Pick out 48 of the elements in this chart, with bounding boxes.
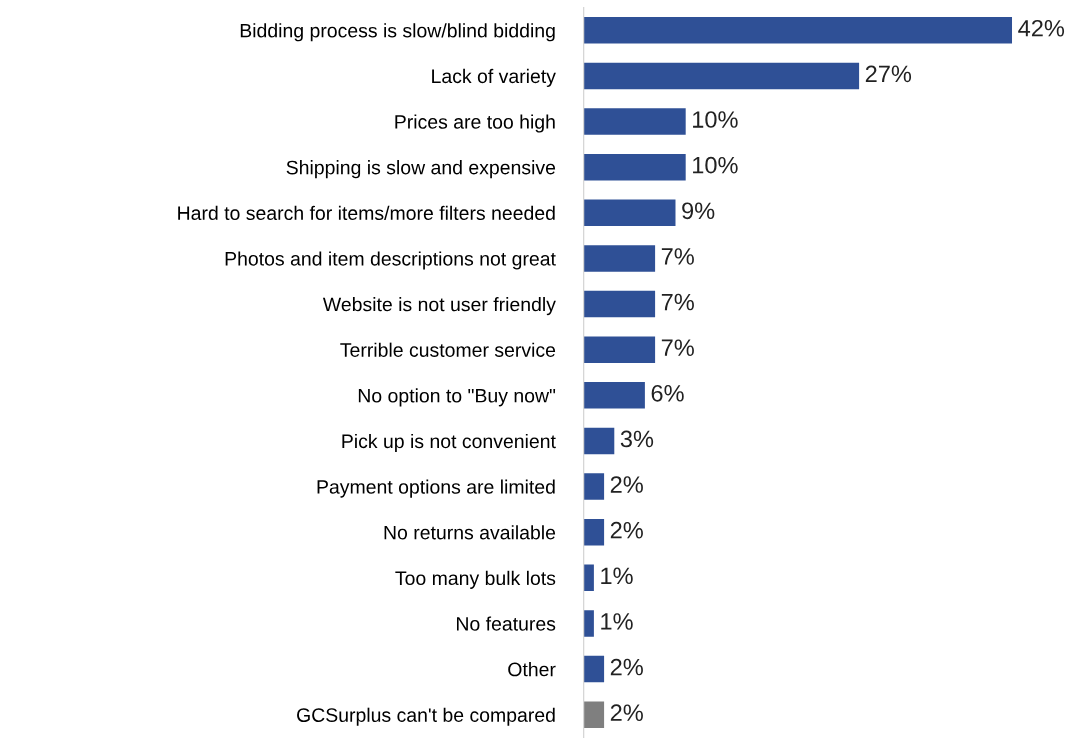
bar [583, 153, 686, 181]
y-tick-label: No returns available [384, 525, 556, 540]
bar [583, 473, 605, 500]
y-tick-label: Lack of variety [432, 68, 556, 87]
y-tick-label: Other [508, 662, 556, 677]
data-label: 7% [661, 339, 694, 356]
data-label: 2% [610, 658, 643, 676]
data-label: 1% [601, 613, 633, 630]
data-label: 10% [693, 156, 738, 174]
y-tick-label: No features [457, 616, 556, 631]
y-tick-label: GCSurplus can't be compared [297, 707, 555, 726]
bar [583, 245, 656, 272]
data-label: 2% [610, 476, 643, 493]
y-tick-label: No option to "Buy now" [358, 388, 556, 407]
y-tick-label: Prices are too high [395, 114, 555, 133]
bar [583, 62, 860, 90]
bar [583, 382, 645, 409]
bar [583, 564, 594, 592]
bar [583, 336, 656, 363]
bar [583, 701, 605, 728]
bar [583, 610, 594, 637]
data-label: 3% [620, 430, 654, 448]
data-label: 42% [1018, 19, 1065, 37]
data-label: 1% [601, 567, 633, 585]
y-tick-label: Too many bulk lots [395, 570, 556, 589]
bar [583, 655, 605, 683]
data-label: 7% [661, 248, 694, 265]
bar [583, 17, 1013, 44]
y-tick-label: Bidding process is slow/blind bidding [240, 23, 555, 42]
y-tick-label: Terrible customer service [340, 342, 556, 357]
data-label: 27% [865, 65, 912, 83]
bar [583, 108, 686, 135]
data-label: 2% [610, 521, 643, 539]
data-label: 6% [651, 384, 684, 402]
y-tick-label: Website is not user friendly [322, 297, 556, 316]
data-label: 2% [610, 704, 643, 721]
y-tick-label: Pick up is not convenient [342, 433, 556, 453]
bar [583, 290, 656, 318]
y-tick-label: Photos and item descriptions not great [225, 251, 556, 270]
y-tick-label: Shipping is slow and expensive [286, 160, 556, 179]
data-label: 9% [682, 202, 715, 220]
data-label: 10% [693, 111, 738, 128]
bar [583, 199, 676, 227]
data-label: 7% [661, 293, 694, 311]
bar [583, 518, 605, 546]
y-tick-label: Hard to search for items/more filters needed [178, 205, 555, 221]
bar [583, 427, 615, 455]
y-tick-label: Payment options are limited [317, 479, 555, 498]
